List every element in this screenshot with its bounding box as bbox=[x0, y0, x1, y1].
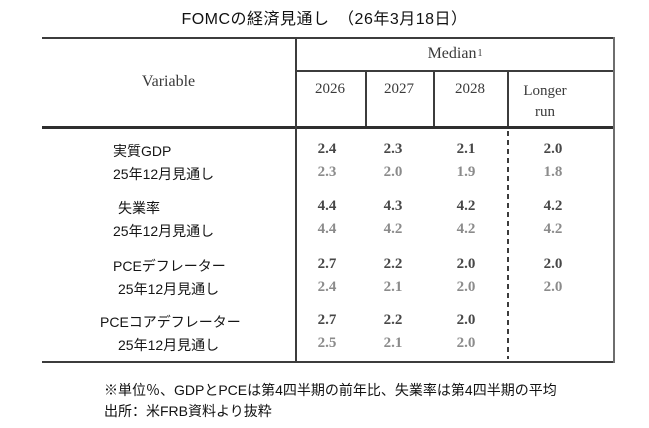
column-divider-2027-2028 bbox=[433, 72, 435, 126]
table-row-label: PCEコアデフレーター bbox=[100, 314, 241, 330]
longer-run-dashed-divider bbox=[507, 131, 509, 359]
column-divider-2026-2027 bbox=[365, 72, 367, 126]
table-cell-value: 2.0 bbox=[456, 312, 476, 328]
table-cell-value: 2.0 bbox=[456, 335, 476, 351]
table-cell-value: 4.3 bbox=[383, 198, 403, 214]
page-title: FOMCの経済見通し （26年3月18日） bbox=[181, 11, 468, 28]
table-cell-value: 2.4 bbox=[317, 141, 337, 157]
table-cell-value: 2.7 bbox=[317, 256, 337, 272]
source-note: 出所：米FRB資料より抜粋 bbox=[104, 403, 272, 419]
column-header-2027: 2027 bbox=[384, 81, 414, 97]
table-row-label: 実質GDP bbox=[113, 143, 172, 159]
table-cell-value: 2.1 bbox=[383, 335, 403, 351]
table-right-border bbox=[613, 37, 615, 363]
table-cell-value: 2.3 bbox=[383, 141, 403, 157]
table-cell-value: 2.5 bbox=[317, 335, 337, 351]
table-cell-value: 2.1 bbox=[456, 141, 476, 157]
table-cell-value: 4.2 bbox=[456, 198, 476, 214]
column-header-longer-run: Longer run bbox=[523, 83, 567, 120]
table-row-label: 25年12月見通し bbox=[113, 223, 215, 239]
column-header-2026: 2026 bbox=[315, 81, 345, 97]
column-header-variable: Variable bbox=[141, 72, 196, 90]
table-cell-value: 2.7 bbox=[317, 312, 337, 328]
table-cell-value: 2.0 bbox=[456, 256, 476, 272]
median-group-underline bbox=[295, 70, 615, 72]
table-cell-value: 1.9 bbox=[456, 164, 476, 180]
table-top-border bbox=[42, 37, 615, 39]
variable-column-divider bbox=[295, 37, 297, 363]
table-cell-value: 2.0 bbox=[543, 256, 563, 272]
table-bottom-border bbox=[42, 361, 615, 363]
table-row-label: 25年12月見通し bbox=[118, 337, 220, 353]
median-footnote-marker: 1 bbox=[477, 48, 483, 59]
table-cell-value: 2.0 bbox=[543, 141, 563, 157]
table-cell-value: 2.2 bbox=[383, 312, 403, 328]
table-row-label: 失業率 bbox=[118, 200, 160, 216]
table-row-label: 25年12月見通し bbox=[118, 281, 220, 297]
table-header-divider bbox=[42, 126, 615, 129]
unit-note: ※単位％、GDPとPCEは第4四半期の前年比、失業率は第4四半期の平均 bbox=[104, 382, 557, 398]
table-cell-value: 2.0 bbox=[383, 164, 403, 180]
table-cell-value: 4.2 bbox=[456, 221, 476, 237]
table-cell-value: 4.4 bbox=[317, 198, 337, 214]
fomc-projections-table: Variable Median 1 2026 2027 2028 Longer r… bbox=[42, 37, 615, 363]
table-cell-value: 2.0 bbox=[456, 279, 476, 295]
table-cell-value: 4.4 bbox=[317, 221, 337, 237]
table-cell-value: 2.2 bbox=[383, 256, 403, 272]
table-cell-value: 2.1 bbox=[383, 279, 403, 295]
table-cell-value: 1.8 bbox=[543, 164, 563, 180]
column-header-2028: 2028 bbox=[455, 81, 485, 97]
footnote-area: ※単位％、GDPとPCEは第4四半期の前年比、失業率は第4四半期の平均 出所：米… bbox=[104, 380, 557, 422]
median-label: Median bbox=[427, 44, 477, 62]
table-row-label: PCEデフレーター bbox=[113, 258, 226, 274]
column-group-header-median: Median 1 bbox=[295, 37, 615, 70]
table-cell-value: 4.2 bbox=[543, 198, 563, 214]
table-cell-value: 4.2 bbox=[543, 221, 563, 237]
table-cell-value: 4.2 bbox=[383, 221, 403, 237]
column-divider-2028-longer bbox=[507, 72, 509, 126]
table-cell-value: 2.4 bbox=[317, 279, 337, 295]
table-cell-value: 2.0 bbox=[543, 279, 563, 295]
table-row-label: 25年12月見通し bbox=[113, 166, 215, 182]
table-cell-value: 2.3 bbox=[317, 164, 337, 180]
